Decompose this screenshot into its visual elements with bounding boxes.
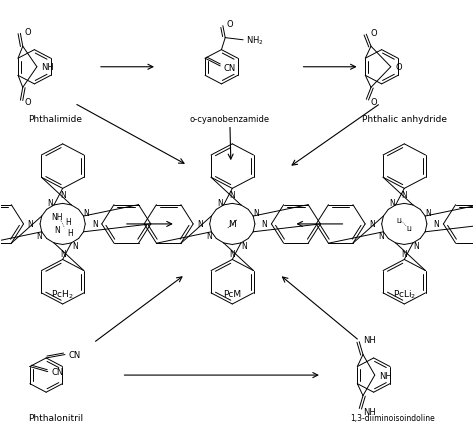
Text: N: N [378, 231, 383, 240]
Text: N: N [425, 209, 431, 218]
Text: NH: NH [41, 63, 54, 72]
Text: 1,3-diiminoisoindoline: 1,3-diiminoisoindoline [350, 413, 435, 422]
Text: O: O [24, 98, 31, 107]
Text: N: N [60, 191, 65, 200]
Text: N: N [389, 199, 395, 208]
Text: Li: Li [406, 226, 412, 232]
Text: CN: CN [68, 350, 81, 359]
Text: N: N [197, 220, 203, 229]
Text: N: N [262, 220, 267, 229]
Text: N: N [242, 241, 247, 250]
Text: CN: CN [224, 64, 236, 73]
Text: NH: NH [379, 371, 392, 380]
Text: N: N [206, 231, 211, 240]
Text: NH: NH [51, 212, 63, 221]
Text: NH: NH [363, 335, 376, 344]
Text: N: N [36, 231, 42, 240]
Text: N: N [229, 249, 235, 258]
Text: O: O [227, 20, 233, 29]
Text: N: N [401, 191, 407, 200]
Text: N: N [433, 220, 439, 229]
Text: N: N [414, 241, 419, 250]
Text: N: N [401, 249, 407, 258]
Text: Li: Li [397, 217, 402, 223]
Text: N: N [54, 225, 60, 234]
Text: Phthalic anhydride: Phthalic anhydride [362, 114, 447, 123]
Text: O: O [396, 63, 402, 72]
Text: N: N [253, 209, 259, 218]
Text: PcH$_2$: PcH$_2$ [51, 288, 74, 300]
Text: O: O [371, 29, 377, 38]
Text: Phthalimide: Phthalimide [28, 114, 82, 123]
Text: N: N [72, 241, 78, 250]
Text: N: N [28, 220, 34, 229]
Text: PcM: PcM [223, 289, 241, 298]
Text: N: N [229, 191, 235, 200]
Text: NH$_2$: NH$_2$ [246, 34, 263, 47]
Text: O: O [24, 28, 31, 37]
Text: O: O [371, 97, 377, 106]
Text: H: H [67, 228, 73, 237]
Text: N: N [92, 220, 98, 229]
Text: o-cyanobenzamide: o-cyanobenzamide [190, 114, 270, 123]
Text: NH: NH [363, 407, 376, 415]
Text: N: N [60, 249, 65, 258]
Text: H: H [65, 217, 71, 226]
Text: N: N [47, 199, 53, 208]
Text: N: N [369, 220, 375, 229]
Text: Phthalonitril: Phthalonitril [28, 413, 83, 422]
Text: CN: CN [51, 367, 64, 376]
Text: M: M [228, 220, 236, 229]
Text: PcLi$_2$: PcLi$_2$ [392, 288, 416, 300]
Text: N: N [83, 209, 89, 218]
Text: N: N [217, 199, 223, 208]
